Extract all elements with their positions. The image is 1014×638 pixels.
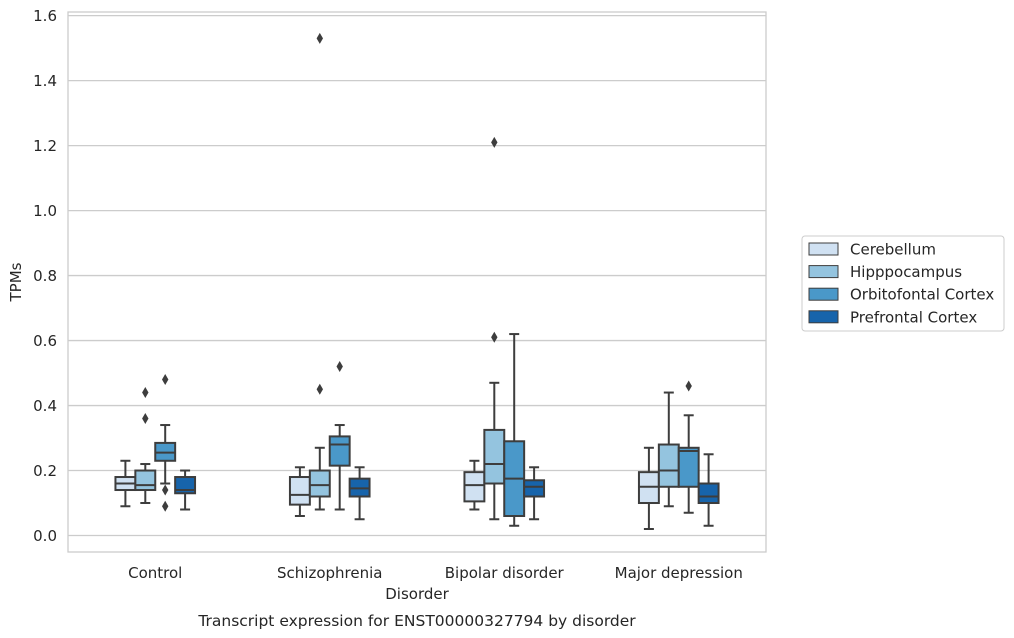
y-tick-label: 0.4 (33, 397, 57, 415)
x-tick-label: Major depression (615, 564, 743, 582)
legend: Cerebellum Hipppocampus Orbitofontal Corte… (801, 235, 1005, 332)
y-tick-label: 0.8 (33, 267, 57, 285)
y-tick-label: 0.6 (33, 332, 57, 350)
legend-swatch (808, 265, 839, 279)
legend-label: Prefrontal Cortex (850, 308, 977, 326)
box-series (114, 32, 720, 531)
box-iqr (328, 435, 351, 467)
legend-label: Hipppocampus (850, 263, 962, 281)
box-prefrontal-cortex-control (174, 469, 197, 511)
legend-swatch (808, 242, 839, 256)
box-cerebellum-bipolar-disorder (463, 459, 486, 511)
box-orbitofontal-cortex-bipolar-disorder (503, 333, 526, 527)
box-prefrontal-cortex-bipolar-disorder (523, 466, 546, 521)
y-tick-label: 1.2 (33, 137, 57, 155)
box-cerebellum-schizophrenia (288, 466, 311, 518)
x-axis-title: Disorder (385, 585, 449, 603)
outlier-point (142, 413, 149, 425)
x-tick-label: Schizophrenia (277, 564, 382, 582)
box-orbitofontal-cortex-schizophrenia (328, 361, 351, 511)
box-hipppocampus-schizophrenia (308, 32, 331, 511)
legend-swatch (808, 310, 839, 324)
y-tick-label: 1.6 (33, 7, 57, 25)
box-iqr (463, 471, 486, 503)
outlier-point (491, 331, 498, 343)
outlier-point (491, 136, 498, 148)
box-iqr (677, 446, 700, 488)
box-iqr (697, 482, 720, 505)
outlier-point (162, 484, 169, 496)
x-tick-label: Control (128, 564, 182, 582)
x-axis-ticks: Control Schizophrenia Bipolar disorder Majo… (128, 564, 743, 582)
y-axis-title: TPMs (7, 262, 25, 302)
outlier-point (336, 361, 343, 373)
y-axis-ticks: 0.0 0.2 0.4 0.6 0.8 1.0 1.2 1.4 1.6 (33, 7, 57, 545)
legend-frame (801, 235, 1005, 332)
outlier-point (162, 374, 169, 386)
x-tick-label: Bipolar disorder (445, 564, 565, 582)
box-iqr (483, 428, 506, 485)
legend-label: Orbitofontal Cortex (850, 286, 994, 304)
legend-label: Cerebellum (850, 241, 936, 259)
outlier-point (316, 32, 323, 44)
box-hipppocampus-major-depression (657, 391, 680, 508)
y-tick-label: 0.2 (33, 462, 57, 480)
box-cerebellum-control (114, 459, 137, 508)
box-iqr (308, 469, 331, 498)
outlier-point (685, 380, 692, 392)
y-tick-label: 1.0 (33, 202, 57, 220)
box-iqr (523, 479, 546, 498)
y-tick-label: 0.0 (33, 527, 57, 545)
chart-caption: Transcript expression for ENST0000032779… (197, 612, 636, 630)
box-cerebellum-major-depression (637, 446, 660, 531)
box-orbitofontal-cortex-major-depression (677, 380, 700, 514)
legend-swatch (808, 287, 839, 301)
outlier-point (142, 387, 149, 399)
box-prefrontal-cortex-major-depression (697, 453, 720, 527)
box-iqr (134, 469, 157, 492)
box-iqr (288, 476, 311, 506)
box-prefrontal-cortex-schizophrenia (348, 466, 371, 521)
box-iqr (657, 443, 680, 488)
y-tick-label: 1.4 (33, 72, 57, 90)
outlier-point (316, 383, 323, 395)
box-hipppocampus-bipolar-disorder (483, 136, 506, 521)
box-orbitofontal-cortex-control (154, 374, 177, 512)
box-hipppocampus-control (134, 387, 157, 505)
outlier-point (162, 500, 169, 512)
